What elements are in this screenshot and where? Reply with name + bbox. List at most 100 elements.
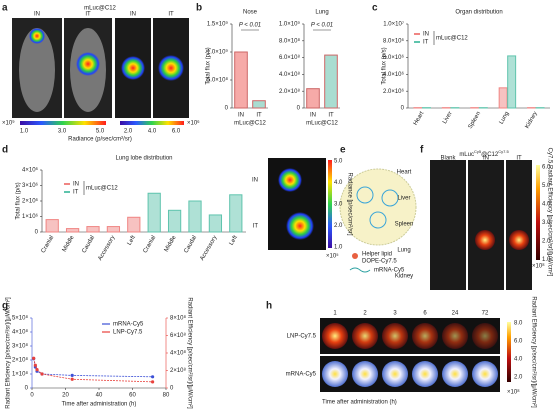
- colorbar-tick: 3.0: [334, 202, 343, 208]
- bar: [306, 88, 320, 109]
- panel-label: g: [2, 301, 8, 312]
- tick-label: 3×10⁸: [12, 343, 29, 350]
- exponent: ×10⁸: [507, 389, 520, 396]
- colorbar-tick: 5.0: [96, 129, 105, 135]
- signal: [352, 361, 378, 387]
- signal: [352, 323, 378, 349]
- point: [70, 373, 74, 377]
- bar: [45, 219, 59, 233]
- time-label: 24: [452, 311, 459, 317]
- row-label: Heart: [397, 170, 412, 176]
- bar: [167, 209, 182, 233]
- image: [320, 356, 500, 392]
- tick-label: 2×10⁸: [12, 357, 29, 364]
- x-tick-label: IN: [238, 113, 244, 119]
- legend-label: IT: [73, 190, 79, 196]
- group-label: IN: [252, 178, 258, 184]
- time-label: 2: [363, 311, 367, 317]
- signal: [322, 323, 348, 349]
- tick-label: 6.0×10⁶: [383, 54, 405, 61]
- colorbar-tick: 3.0: [542, 220, 551, 226]
- bar: [208, 214, 223, 233]
- legend-label: LNP-Cy7.5: [113, 330, 143, 336]
- colorbar: [328, 160, 332, 248]
- colorbar-tick: 2.0: [514, 375, 523, 381]
- legend-title: mLuc@C12: [86, 186, 118, 192]
- group-label: IN: [34, 12, 40, 18]
- x-tick-label: Lung: [499, 111, 511, 126]
- title-part: mLuc: [459, 152, 474, 158]
- x-tick-label: Cranial: [41, 235, 56, 254]
- colorbar-tick: 4.0: [542, 202, 551, 208]
- title-part: Cy7.5: [498, 149, 509, 154]
- x-tick-label: Heart: [413, 111, 426, 127]
- legend-label: mRNA-Cy5: [374, 268, 405, 274]
- signal: [442, 361, 468, 387]
- tick-label: 2.0×10⁶: [383, 88, 405, 95]
- tick-label: 6.0×10⁸: [279, 54, 301, 61]
- y-axis-label: Total flux (p/s): [206, 47, 212, 84]
- micelle: [369, 211, 387, 229]
- exponent: ×10⁵: [326, 253, 339, 260]
- legend-label: IN: [423, 32, 429, 38]
- exponent: ×10⁹: [2, 120, 15, 127]
- x-axis-label: mLuc@C12: [306, 121, 338, 127]
- colorbar-label: Cy7.5 Radiant Efficiency [p/sec/cm²/sr]/…: [546, 148, 552, 277]
- tick-label: 1×10⁶: [22, 213, 39, 220]
- annotation: P < 0.01: [239, 23, 261, 29]
- column-label: Blank: [440, 156, 456, 162]
- colorbar-tick: 2.0: [124, 129, 133, 135]
- x-tick-label: 0: [30, 393, 34, 399]
- x-tick-label: IT: [256, 113, 262, 119]
- icon: [349, 267, 371, 273]
- y-axis-label: Total flux (p/s): [382, 47, 388, 84]
- row-label: LNP-Cy7.5: [287, 334, 317, 340]
- column-label: IN: [483, 156, 489, 162]
- tick-label: 4×10⁸: [12, 329, 29, 336]
- signal: [412, 361, 438, 387]
- bar: [507, 55, 517, 109]
- annotation: P < 0.01: [311, 23, 333, 29]
- x-tick-label: Middle: [62, 234, 76, 253]
- signal: [442, 323, 468, 349]
- x-tick-label: 40: [96, 393, 103, 399]
- time-label: 1: [333, 311, 337, 317]
- signal: [382, 361, 408, 387]
- colorbar-tick: 8.0: [514, 321, 523, 327]
- chart-title: Lung: [315, 10, 328, 16]
- x-tick-label: Accessory: [199, 235, 218, 262]
- tick-label: 8×10⁸: [170, 315, 187, 322]
- group-label: IT: [85, 12, 91, 18]
- images: [12, 18, 540, 392]
- colorbar-tick: 1.0: [334, 245, 343, 251]
- row-label: Kidney: [395, 274, 413, 280]
- tick-label: 4.0×10⁸: [279, 71, 301, 78]
- point: [40, 372, 44, 376]
- point: [70, 377, 74, 381]
- micelle: [356, 186, 374, 204]
- legend-title: mLuc@C12: [436, 36, 468, 42]
- signal: [382, 323, 408, 349]
- lnp-diagram: [339, 168, 417, 246]
- tick-label: 5×10⁸: [12, 315, 29, 322]
- legend-label: IN: [73, 182, 79, 188]
- signal: [76, 52, 100, 76]
- colorbar-label: Radiance [p/sec/cm²/sr]: [346, 172, 352, 235]
- row-label: mRNA-Cy5: [286, 372, 317, 378]
- colorbar-tick: 4.0: [148, 129, 157, 135]
- signal: [472, 323, 498, 349]
- signal: [278, 168, 302, 192]
- colorbar-label: Radiance (p/sec/cm²/sr): [68, 137, 132, 143]
- icon: [352, 253, 358, 259]
- tick-label: 1×10⁸: [12, 371, 29, 378]
- group-label: IT: [168, 12, 174, 18]
- colorbar-label: Radiant Efficiency [p/sec/cm²/sr]/[μW/cm…: [530, 296, 536, 408]
- tick-label: 1.5×10⁹: [207, 21, 229, 28]
- x-tick-label: Caudal: [183, 235, 198, 254]
- panel-label: h: [266, 301, 272, 312]
- tick-label: 2×10⁶: [22, 198, 39, 205]
- group-label: IT: [253, 224, 259, 230]
- image: [430, 160, 466, 290]
- signal: [412, 323, 438, 349]
- tick-label: 0: [297, 106, 301, 112]
